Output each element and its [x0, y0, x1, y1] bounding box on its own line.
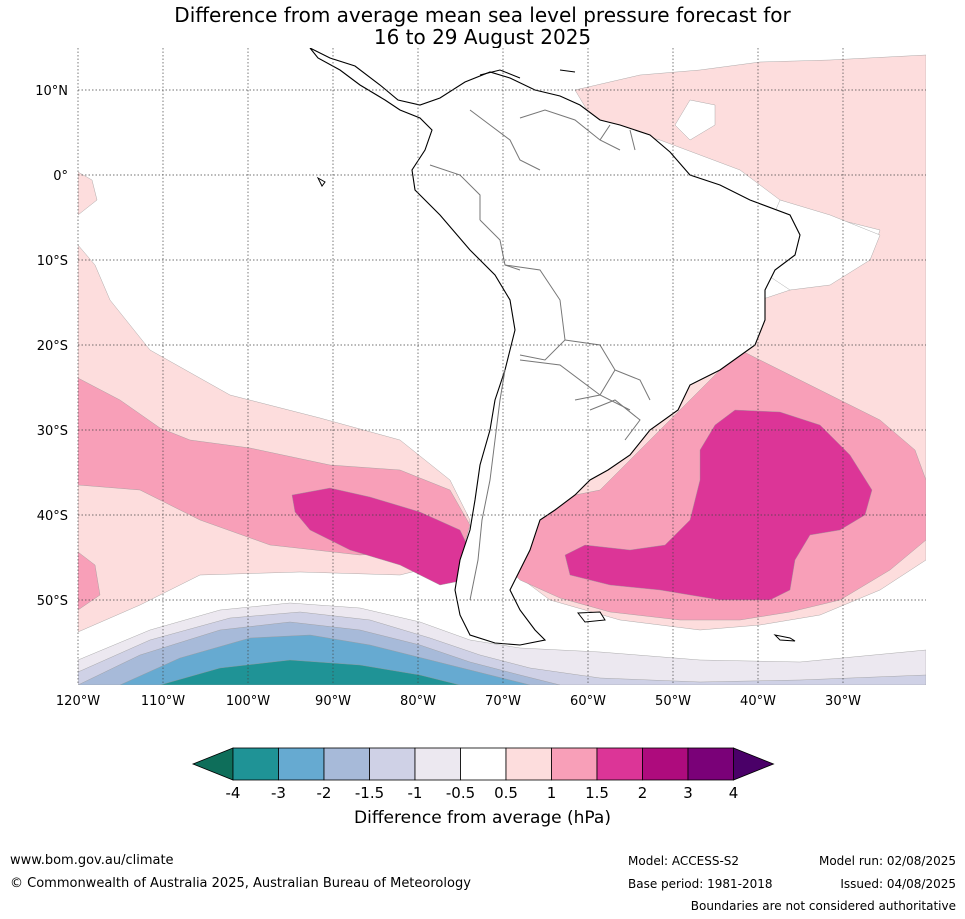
border-colombia-venezuela — [469, 109, 541, 171]
colorbar-swatch — [551, 747, 598, 781]
galapagos-islands — [316, 176, 326, 187]
footer-model-run: Model run: 02/08/2025 — [818, 854, 956, 868]
lon-label: 30°W — [825, 694, 861, 709]
latitude-labels: 10°N 0° 10°S 20°S 30°S 40°S 50°S — [35, 84, 68, 609]
lon-label: 120°W — [56, 694, 100, 709]
border-brazil-east — [614, 369, 651, 401]
colorbar-swatch — [232, 747, 279, 781]
border-guianas — [599, 124, 636, 151]
lon-label: 40°W — [740, 694, 776, 709]
title-line-1: Difference from average mean sea level p… — [174, 3, 791, 27]
colorbar: -4 -3 -2 -1.5 -1 -0.5 0.5 1 1.5 2 3 4 — [191, 747, 775, 802]
lat-label: 10°N — [35, 84, 68, 99]
colorbar-swatch — [505, 747, 552, 781]
lon-label: 80°W — [400, 694, 436, 709]
border-argentina-north — [519, 359, 631, 411]
colorbar-swatch — [414, 747, 461, 781]
lat-label: 0° — [53, 169, 68, 184]
lat-label: 40°S — [37, 509, 68, 524]
colorbar-tick-label: -1.5 — [355, 784, 384, 802]
lon-label: 100°W — [226, 694, 270, 709]
border-argentina-chile — [469, 369, 506, 601]
colorbar-label: Difference from average (hPa) — [354, 808, 611, 828]
pacific-pink-region-west — [78, 551, 101, 611]
border-bolivia — [504, 264, 566, 361]
footer-base-period: Base period: 1981-2018 — [628, 877, 773, 891]
colorbar-swatch — [278, 747, 325, 781]
colorbar-tick-label: -2 — [317, 784, 332, 802]
border-peru-brazil — [479, 219, 521, 271]
colorbar-arrow-low — [191, 747, 234, 781]
colorbar-swatch — [642, 747, 689, 781]
graticule — [77, 48, 926, 685]
caribbean-coast — [479, 69, 576, 79]
southern-band-minus-3 — [159, 659, 461, 685]
lon-label: 60°W — [570, 694, 606, 709]
colorbar-tick-label: 4 — [729, 784, 739, 802]
colorbar-tick-label: 0.5 — [494, 784, 518, 802]
atlantic-magenta-core — [564, 409, 873, 601]
footer-model: Model: ACCESS-S2 — [628, 854, 740, 868]
colorbar-swatch — [323, 747, 370, 781]
lat-label: 30°S — [37, 424, 68, 439]
country-borders — [429, 109, 651, 601]
falkland-islands — [577, 611, 606, 623]
border-venezuela-brazil — [519, 109, 621, 151]
lat-label: 20°S — [37, 339, 68, 354]
south-america-coastline — [309, 48, 801, 646]
colorbar-tick-label: -3 — [271, 784, 286, 802]
lon-label: 70°W — [485, 694, 521, 709]
border-colombia-peru — [429, 164, 481, 220]
footer-url[interactable]: www.bom.gov.au/climate — [10, 853, 174, 868]
south-georgia — [773, 634, 796, 642]
colorbar-tick-label: 1.5 — [585, 784, 609, 802]
footer-copyright: © Commonwealth of Australia 2025, Austra… — [10, 876, 471, 891]
colorbar-tick-label: -0.5 — [446, 784, 475, 802]
lon-label: 110°W — [141, 694, 185, 709]
atlantic-neutral-patch-north — [674, 99, 716, 141]
colorbar-swatch — [596, 747, 643, 781]
lat-label: 10°S — [37, 254, 68, 269]
map-title: Difference from average mean sea level p… — [0, 4, 965, 48]
colorbar-tick-label: 1 — [547, 784, 557, 802]
pacific-equator-pink-blob — [78, 171, 98, 216]
title-line-2: 16 to 29 August 2025 — [373, 25, 592, 49]
colorbar-swatch — [460, 747, 507, 781]
colorbar-tick-label: 2 — [638, 784, 648, 802]
lat-label: 50°S — [37, 594, 68, 609]
colorbar-tick-label: -4 — [226, 784, 241, 802]
colorbar-tick-label: 3 — [683, 784, 693, 802]
colorbar-swatch — [687, 747, 734, 781]
colorbar-swatch — [369, 747, 416, 781]
lon-label: 50°W — [655, 694, 691, 709]
footer-issued: Issued: 04/08/2025 — [840, 877, 956, 891]
colorbar-tick-label: -1 — [408, 784, 423, 802]
longitude-labels: 120°W 110°W 100°W 90°W 80°W 70°W 60°W 50… — [56, 694, 861, 709]
footer-disclaimer: Boundaries are not considered authoritat… — [690, 899, 956, 913]
coastlines — [309, 48, 801, 646]
lon-label: 90°W — [315, 694, 351, 709]
colorbar-arrow-high — [733, 747, 775, 781]
